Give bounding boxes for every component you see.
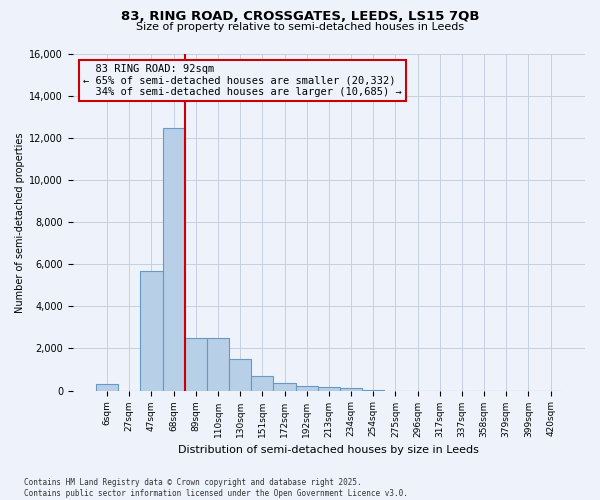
Bar (251, 376, 274, 390)
Text: 83, RING ROAD, CROSSGATES, LEEDS, LS15 7QB: 83, RING ROAD, CROSSGATES, LEEDS, LS15 7… (121, 10, 479, 23)
Bar (229, 359, 251, 390)
Text: Size of property relative to semi-detached houses in Leeds: Size of property relative to semi-detach… (136, 22, 464, 32)
Bar (140, 270, 163, 390)
Bar (274, 383, 296, 390)
Bar (185, 338, 207, 390)
Y-axis label: Number of semi-detached properties: Number of semi-detached properties (15, 132, 25, 312)
Bar (296, 386, 318, 390)
Bar (340, 388, 362, 390)
Text: 83 RING ROAD: 92sqm
← 65% of semi-detached houses are smaller (20,332)
  34% of : 83 RING ROAD: 92sqm ← 65% of semi-detach… (83, 64, 402, 98)
Bar (163, 128, 185, 390)
X-axis label: Distribution of semi-detached houses by size in Leeds: Distribution of semi-detached houses by … (178, 445, 479, 455)
Bar (96, 384, 118, 390)
Text: Contains HM Land Registry data © Crown copyright and database right 2025.
Contai: Contains HM Land Registry data © Crown c… (24, 478, 408, 498)
Bar (318, 388, 340, 390)
Bar (207, 338, 229, 390)
